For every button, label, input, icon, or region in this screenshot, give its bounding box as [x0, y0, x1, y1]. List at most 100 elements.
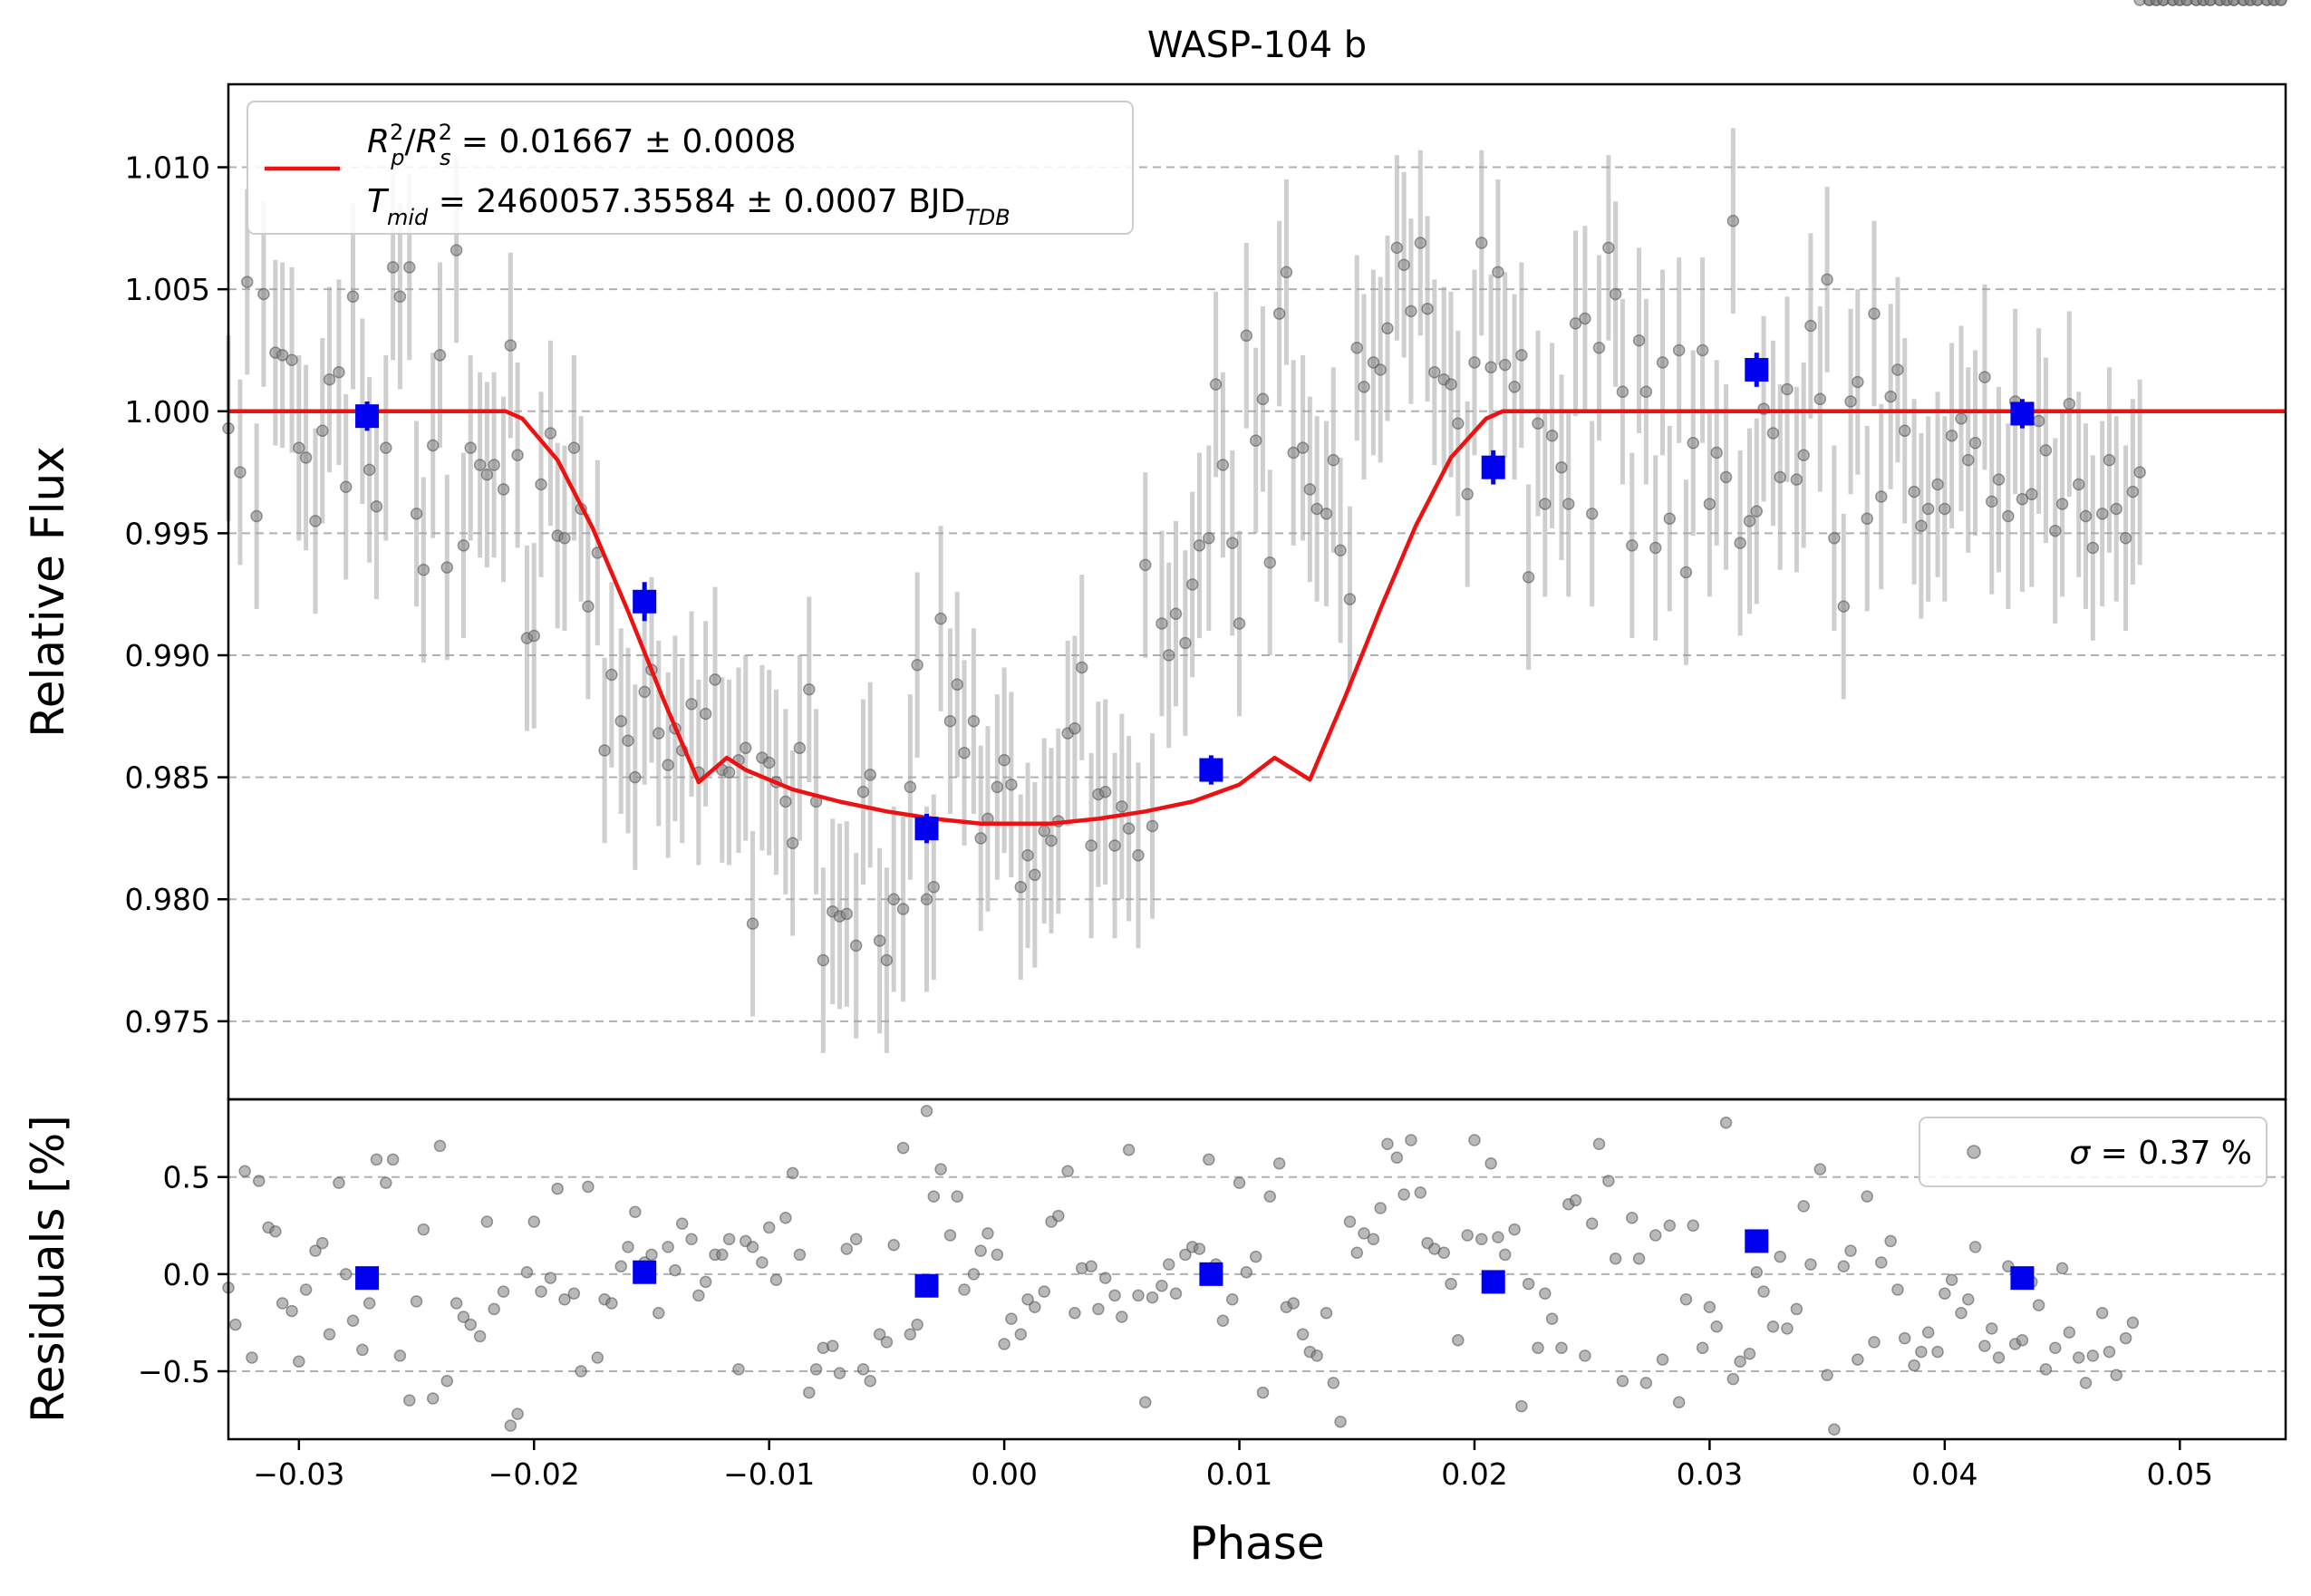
flux-data-point [276, 349, 289, 362]
residual-data-point [285, 1304, 298, 1318]
residual-data-point [927, 1190, 941, 1203]
flux-data-point [473, 459, 487, 471]
residual-data-point [2228, 0, 2240, 6]
binned-point [2010, 401, 2035, 426]
flux-data-point [2133, 466, 2146, 479]
transit-model-line [228, 409, 2286, 827]
flux-data-point [558, 532, 571, 545]
residual-y-axis-label: Residuals [%] [22, 1115, 74, 1423]
residual-data-point [1649, 1229, 1662, 1242]
residual-data-point [1781, 1322, 1794, 1335]
flux-data-point [1884, 390, 1897, 403]
residual-data-point [1240, 1265, 1253, 1279]
flux-data-point [1428, 365, 1441, 379]
residual-data-point [2251, 0, 2264, 6]
flux-data-point [1555, 460, 1568, 474]
residual-data-point [803, 1386, 816, 1399]
flux-data-point [1132, 849, 1145, 862]
residual-data-point [887, 1238, 900, 1252]
residual-y-ticks: 0.5 0.0 −0.5 [138, 1160, 228, 1389]
flux-data-point [762, 756, 776, 769]
residual-data-point [653, 1306, 665, 1320]
flux-data-point [803, 682, 816, 696]
flux-data-point [544, 427, 557, 440]
residual-data-point [1663, 1219, 1677, 1233]
flux-data-point [1656, 356, 1669, 369]
flux-data-point [1461, 488, 1474, 501]
residual-data-point [575, 1365, 587, 1378]
flux-data-point [605, 668, 618, 682]
residual-data-point [1539, 1287, 1552, 1301]
residual-data-point [1679, 1292, 1693, 1306]
flux-data-point [1804, 319, 1817, 333]
flux-data-point [316, 424, 329, 438]
flux-data-point [622, 734, 634, 747]
residual-data-point [2086, 1349, 2100, 1362]
flux-data-point [1861, 512, 1873, 525]
flux-data-point [433, 349, 447, 362]
flux-data-point [1226, 537, 1239, 549]
flux-data-point [403, 261, 416, 274]
residual-data-point [1233, 1176, 1246, 1189]
residual-data-point [488, 1302, 500, 1316]
x-tick-label: −0.01 [723, 1456, 815, 1492]
flux-data-point [1992, 473, 2006, 486]
residual-data-point [2204, 0, 2217, 6]
residual-data-point [2157, 0, 2170, 6]
flux-data-point [1562, 498, 1575, 510]
flux-data-point [2016, 492, 2029, 506]
residual-data-point [614, 1260, 627, 1273]
residual-data-point [1875, 1256, 1888, 1269]
residual-data-point [417, 1223, 430, 1236]
binned-point [633, 589, 657, 614]
flux-data-point [614, 714, 627, 728]
residual-data-point [974, 1244, 987, 1257]
residual-data-point [1029, 1301, 1041, 1314]
residual-data-point [675, 1217, 689, 1230]
flux-data-point [1327, 453, 1340, 467]
residual-data-point [1193, 1243, 1206, 1255]
flux-data-point [1452, 417, 1465, 430]
residual-data-point [622, 1241, 634, 1253]
flux-data-point [241, 276, 254, 288]
residual-data-point [2119, 1331, 2132, 1345]
residual-data-point [1310, 1349, 1323, 1362]
flux-data-point [2063, 397, 2076, 411]
flux-data-point [1169, 607, 1183, 620]
flux-data-point [1515, 349, 1528, 362]
residual-data-point [1797, 1200, 1810, 1213]
flux-data-point [504, 339, 517, 352]
residual-data-point [527, 1215, 541, 1228]
flux-data-point [1915, 519, 1928, 533]
flux-data-point [927, 881, 941, 894]
residual-data-point [1381, 1137, 1394, 1151]
residual-data-point [1703, 1301, 1716, 1314]
flux-data-point [1616, 385, 1629, 398]
residual-legend: σ = 0.37 % [1919, 1117, 2267, 1187]
flux-data-point [1579, 312, 1591, 325]
flux-data-point [1891, 363, 1904, 376]
flux-data-point [1414, 237, 1427, 249]
residual-data-point [1061, 1165, 1074, 1178]
flux-data-point [2103, 453, 2116, 467]
flux-data-point [1968, 437, 1982, 450]
residual-data-point [1358, 1227, 1370, 1240]
residual-data-point [1569, 1194, 1582, 1207]
residual-data-point [1555, 1341, 1568, 1355]
residual-data-point [386, 1153, 400, 1166]
residual-data-point [1939, 1287, 1951, 1301]
residual-data-point [309, 1244, 322, 1257]
flux-data-point [1569, 317, 1582, 330]
flux-data-point [323, 373, 336, 386]
flux-data-point [2032, 414, 2045, 428]
flux-data-point [1287, 446, 1300, 459]
residual-data-point [276, 1297, 289, 1310]
residual-data-point [692, 1289, 705, 1302]
residual-data-point [1052, 1209, 1065, 1223]
residual-data-point [1985, 1322, 1998, 1335]
residual-data-point [1343, 1215, 1357, 1228]
residual-data-point [2079, 1377, 2093, 1389]
residual-data-point [1757, 1285, 1770, 1298]
flux-data-point [285, 353, 298, 366]
residual-data-point [896, 1141, 910, 1155]
